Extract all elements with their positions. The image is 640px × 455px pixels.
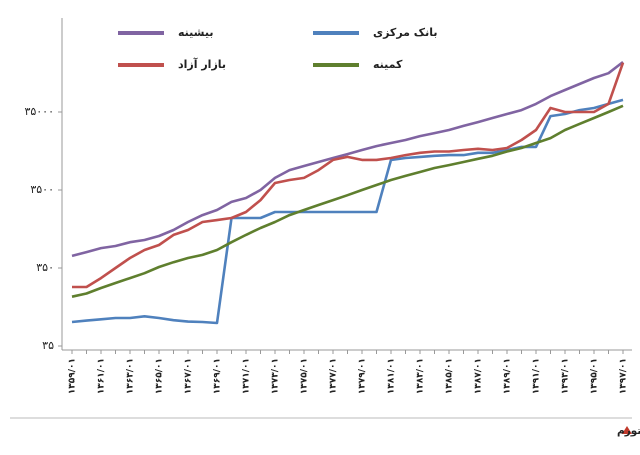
x-tick-label: ۱۳۶۳/۰۱ (126, 358, 136, 394)
x-tick-label: ۱۳۶۹/۰۱ (213, 358, 223, 394)
series-line (71, 98, 624, 325)
x-tick-label: ۱۳۹۵/۰۱ (590, 358, 600, 394)
caption-icon (622, 426, 632, 434)
x-tick-label: ۱۳۷۱/۰۱ (242, 358, 252, 394)
x-tick-label: ۱۳۶۷/۰۱ (184, 358, 194, 394)
x-tick-label: ۱۳۸۷/۰۱ (474, 358, 484, 394)
legend-label: بازار آزاد (178, 57, 226, 71)
x-tick-label: ۱۳۵۹/۰۱ (68, 358, 78, 394)
x-tick-label: ۱۳۷۷/۰۱ (329, 358, 339, 394)
series-line (72, 62, 625, 289)
series-line (71, 60, 624, 258)
legend-label: کمینه (373, 58, 403, 71)
x-tick-label: ۱۳۷۵/۰۱ (300, 358, 310, 394)
y-tick-label: ۳۵۰۰ (30, 183, 54, 196)
x-tick-label: ۱۳۷۳/۰۱ (271, 358, 281, 394)
x-tick-label: ۱۳۸۱/۰۱ (387, 358, 397, 394)
series-line (71, 104, 624, 298)
caption: نمودار ۲ – منحنی کمینه و بیشینه نرخ دلار… (617, 425, 640, 437)
x-tick-label: ۱۳۸۳/۰۱ (416, 358, 426, 394)
y-tick-label: ۳۵۰ (36, 261, 54, 274)
x-tick-label: ۱۳۸۹/۰۱ (503, 358, 513, 394)
y-tick-label: ۳۵ (42, 339, 54, 352)
legend-label: بانک مرکزی (373, 26, 437, 39)
x-tick-label: ۱۳۸۵/۰۱ (445, 358, 455, 394)
x-tick-label: ۱۳۶۵/۰۱ (155, 358, 165, 394)
x-tick-label: ۱۳۶۱/۰۱ (97, 358, 107, 394)
x-tick-label: ۱۳۹۳/۰۱ (561, 358, 571, 394)
x-tick-label: ۱۳۹۷/۰۱ (619, 358, 629, 394)
x-tick-label: ۱۳۷۹/۰۱ (358, 358, 368, 394)
legend-label: بیشینه (178, 26, 213, 39)
y-tick-label: ۳۵۰۰۰ (24, 105, 54, 118)
x-tick-label: ۱۳۹۱/۰۱ (532, 358, 542, 394)
